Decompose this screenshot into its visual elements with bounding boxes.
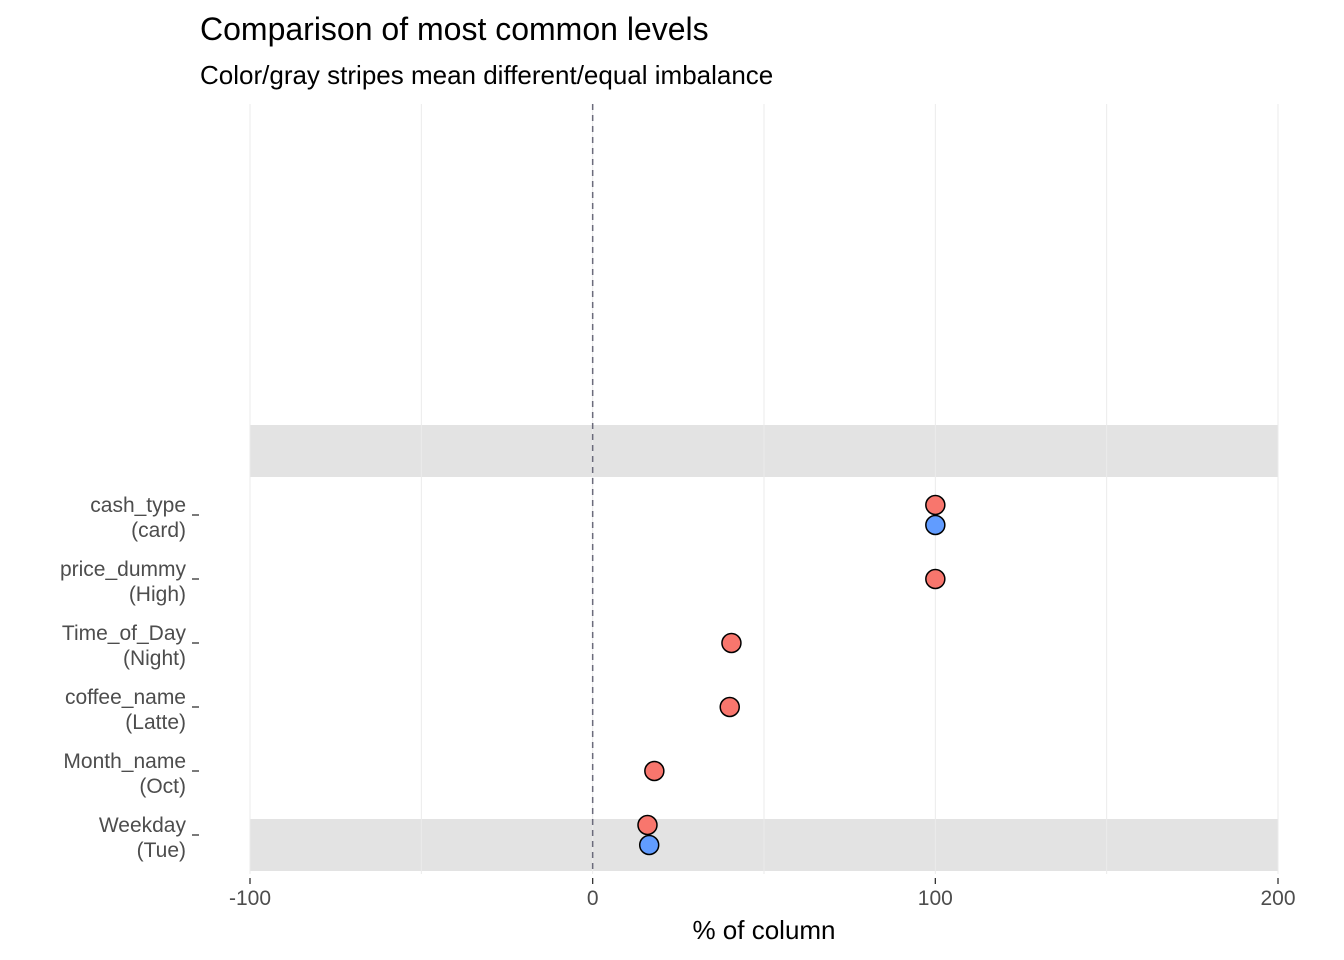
point-red	[637, 814, 658, 836]
y-tick-label: cash_type	[90, 494, 186, 517]
y-tick-level: (Latte)	[125, 711, 186, 734]
y-tick-level: (Oct)	[139, 775, 186, 798]
x-tick-label: 0	[587, 887, 599, 910]
x-tick-label: 100	[918, 887, 953, 910]
y-tick-label: coffee_name	[65, 686, 186, 709]
y-tick-level: (High)	[129, 583, 186, 606]
y-tick-label: price_dummy	[60, 558, 187, 581]
chart-title: Comparison of most common levels	[200, 11, 709, 47]
x-tick-label: -100	[229, 887, 271, 910]
point-blue	[925, 514, 946, 536]
point-red	[925, 494, 946, 516]
point-red	[644, 760, 665, 782]
y-tick-level: (Night)	[123, 647, 186, 670]
y-tick-label: Time_of_Day	[62, 622, 187, 645]
y-tick-level: (Tue)	[137, 839, 186, 862]
point-red	[721, 632, 742, 654]
x-axis: -100 0 100 200	[229, 878, 1296, 910]
y-tick-label: Month_name	[63, 750, 186, 773]
point-red	[719, 696, 740, 718]
points-layer	[637, 494, 946, 856]
y-axis: cash_type(card) price_dummy(High) Time_of_…	[60, 494, 199, 862]
x-axis-title: % of column	[692, 915, 835, 945]
x-tick-label: 200	[1260, 887, 1295, 910]
y-tick-label: Weekday	[99, 814, 187, 837]
grid-layer	[249, 104, 1279, 874]
point-blue	[638, 834, 660, 856]
y-tick-level: (card)	[131, 519, 186, 542]
point-red	[925, 568, 946, 590]
chart-subtitle: Color/gray stripes mean different/equal …	[200, 60, 773, 90]
